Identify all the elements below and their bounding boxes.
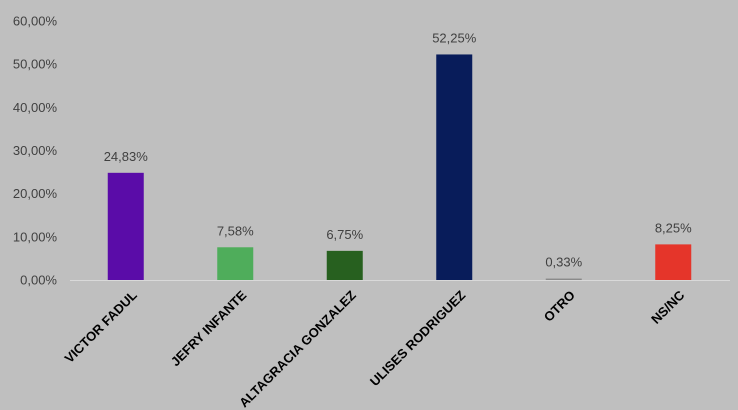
bar [545, 278, 582, 280]
data-label: 52,25% [432, 30, 477, 45]
bar [326, 250, 363, 280]
y-tick-label: 40,00% [13, 100, 58, 115]
bar [436, 54, 473, 281]
y-tick-label: 30,00% [13, 143, 58, 158]
y-tick-label: 0,00% [20, 273, 57, 288]
y-tick-label: 20,00% [13, 186, 58, 201]
data-label: 7,58% [217, 223, 254, 238]
bars-group [107, 54, 692, 281]
bar [217, 247, 254, 280]
x-tick-label: VICTOR FADUL [62, 287, 140, 365]
x-tick-label: NS/NC [648, 287, 688, 327]
data-label: 24,83% [104, 149, 149, 164]
y-tick-label: 10,00% [13, 229, 58, 244]
y-axis: 0,00% 10,00% 20,00% 30,00% 40,00% 50,00% 60,00… [13, 14, 58, 288]
x-tick-label: ALTAGRACIA GONZALEZ [236, 287, 359, 410]
y-tick-label: 60,00% [13, 14, 58, 29]
data-label: 0,33% [545, 255, 582, 270]
bar [107, 172, 144, 280]
x-tick-label: OTRO [541, 288, 578, 325]
data-label: 8,25% [655, 220, 692, 235]
data-labels-group: 24,83% 7,58% 6,75% 52,25% 0,33% 8,25% [104, 30, 692, 269]
x-tick-label: ULISES RODRIGUEZ [367, 287, 469, 389]
x-tick-label: JEFRY INFANTE [168, 287, 250, 369]
y-tick-label: 50,00% [13, 57, 58, 72]
data-label: 6,75% [326, 227, 363, 242]
bar [655, 244, 692, 280]
